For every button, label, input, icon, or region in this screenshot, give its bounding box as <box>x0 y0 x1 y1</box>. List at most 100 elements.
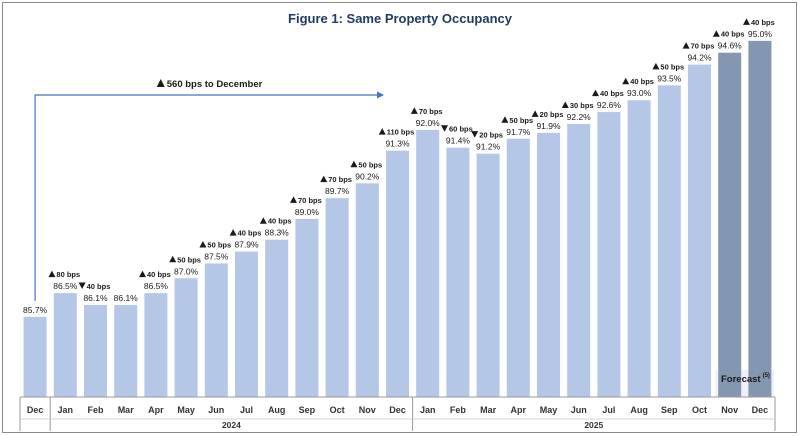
bars-layer <box>23 40 774 398</box>
bar <box>748 40 772 398</box>
up-arrow-icon <box>350 160 358 168</box>
value-label: 91.2% <box>476 142 501 152</box>
bar <box>53 293 77 397</box>
bar <box>506 138 530 397</box>
x-tick-label: Sep <box>299 405 316 415</box>
value-label: 93.0% <box>627 88 652 98</box>
x-tick-label: Aug <box>268 405 286 415</box>
annotation-connector <box>34 94 378 301</box>
occupancy-bar-chart: Figure 1: Same Property Occupancy 85.7% 8… <box>19 11 776 431</box>
up-arrow-icon <box>531 110 539 117</box>
bar <box>144 293 168 397</box>
bar <box>416 129 440 397</box>
value-label: 87.0% <box>174 266 199 276</box>
bar <box>23 316 47 397</box>
up-arrow-icon <box>199 240 207 248</box>
x-tick-label: Mar <box>480 405 497 415</box>
value-label: 94.6% <box>718 41 743 51</box>
up-arrow-icon <box>501 116 509 123</box>
bar <box>657 85 681 398</box>
change-label: 40 bps <box>238 229 262 238</box>
value-label: 94.2% <box>687 53 712 63</box>
bar <box>325 198 349 397</box>
value-label: 86.5% <box>144 281 169 291</box>
forecast-footnote: (5) <box>763 373 770 379</box>
bar <box>386 150 409 397</box>
up-arrow-icon <box>561 101 569 108</box>
value-label: 87.9% <box>234 240 259 250</box>
change-label: 50 bps <box>660 62 684 71</box>
value-label: 91.7% <box>506 127 531 137</box>
change-label: 40 bps <box>721 30 745 39</box>
value-label: 86.1% <box>114 293 139 303</box>
up-arrow-icon <box>592 89 600 97</box>
bar <box>114 304 138 397</box>
value-label: 91.3% <box>385 139 410 149</box>
value-label: 91.9% <box>536 121 561 131</box>
year-label: 2024 <box>222 420 241 430</box>
bar <box>295 218 319 397</box>
x-tick-label: Oct <box>330 405 345 415</box>
bar <box>537 132 560 397</box>
down-arrow-icon <box>441 125 449 132</box>
change-label: 70 bps <box>419 107 443 116</box>
value-label: 95.0% <box>748 29 773 39</box>
change-label: 40 bps <box>268 217 292 226</box>
annotation-label: 560 bps to December <box>167 79 263 90</box>
change-label: 110 bps <box>387 128 415 137</box>
change-label: 20 bps <box>479 131 503 140</box>
up-arrow-icon <box>259 217 267 224</box>
annotation-arrowhead-icon <box>377 91 384 99</box>
x-tick-label: Jan <box>58 405 74 415</box>
forecast-label: Forecast <box>721 374 761 385</box>
value-label: 90.2% <box>355 171 380 181</box>
up-arrow-icon <box>156 79 165 87</box>
bar <box>476 153 500 397</box>
x-tick-label: Oct <box>692 405 707 415</box>
x-tick-label: Dec <box>389 405 406 415</box>
change-label: 40 bps <box>147 270 171 279</box>
change-label: 70 bps <box>691 42 715 51</box>
change-label: 70 bps <box>298 196 322 205</box>
up-arrow-icon <box>229 229 237 236</box>
value-label: 92.2% <box>567 112 592 122</box>
change-label: 50 bps <box>509 116 533 125</box>
value-label: 92.6% <box>597 100 622 110</box>
value-label: 89.0% <box>295 207 320 217</box>
category-axis: Dec Jan Feb Mar Apr May Jun Jul Aug Sep Oct Nov Dec J… <box>19 396 776 431</box>
x-tick-label: Jul <box>602 405 615 415</box>
up-arrow-icon <box>410 107 418 114</box>
change-label: 60 bps <box>449 125 473 134</box>
x-tick-label: Jan <box>420 405 436 415</box>
up-arrow-icon <box>320 175 328 183</box>
up-arrow-icon <box>48 270 56 278</box>
value-label: 89.7% <box>325 186 350 196</box>
up-arrow-icon <box>682 42 690 49</box>
bar <box>688 64 711 398</box>
change-label: 40 bps <box>751 18 775 27</box>
up-arrow-icon <box>139 270 147 278</box>
up-arrow-icon <box>622 77 630 85</box>
change-label: 20 bps <box>540 110 564 119</box>
x-tick-label: Feb <box>450 405 467 415</box>
x-tick-label: Nov <box>359 405 376 415</box>
x-tick-label: Aug <box>630 405 648 415</box>
value-label: 87.5% <box>204 251 229 261</box>
value-label: 91.4% <box>446 136 471 146</box>
up-arrow-icon <box>743 18 751 25</box>
x-tick-label: Dec <box>752 405 769 415</box>
x-tick-label: Jun <box>208 405 224 415</box>
bar <box>718 52 742 397</box>
x-tick-label: Nov <box>721 405 738 415</box>
change-label: 80 bps <box>56 270 80 279</box>
up-arrow-icon <box>712 30 720 37</box>
x-tick-label: Dec <box>27 405 44 415</box>
chart-title: Figure 1: Same Property Occupancy <box>288 11 513 26</box>
value-label: 88.3% <box>265 228 290 238</box>
annotation-layer: 560 bps to December <box>34 79 384 301</box>
year-label: 2025 <box>584 420 603 430</box>
bar <box>627 100 651 397</box>
x-tick-label: May <box>177 405 195 415</box>
